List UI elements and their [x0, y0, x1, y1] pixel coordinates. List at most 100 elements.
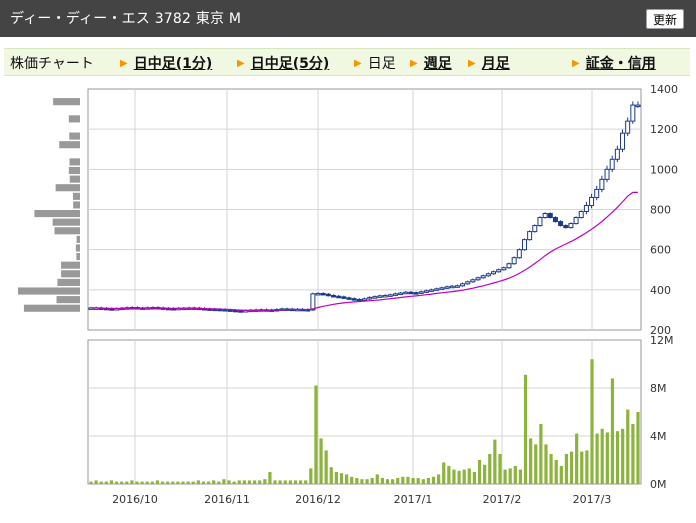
volume-bar	[324, 450, 328, 484]
tab-intraday-5min[interactable]: ▶ 日中足(5分)	[237, 53, 329, 73]
volume-bar	[426, 478, 431, 484]
volume-bar	[457, 470, 461, 484]
volume-bar	[411, 478, 415, 484]
candle-body	[310, 293, 316, 311]
candle-body	[547, 213, 553, 219]
volume-bar	[447, 466, 451, 484]
volume-bar	[375, 474, 379, 484]
volume-bar	[518, 469, 523, 484]
volume-profile-bar	[72, 192, 80, 200]
tab-label: 月足	[481, 56, 510, 72]
volume-bar	[539, 424, 543, 484]
volume-bar	[278, 480, 282, 484]
candle-body	[620, 132, 626, 150]
volume-bar	[155, 480, 160, 484]
title-bar: ディー・ディー・エス 3782 東京 M 更新	[0, 0, 696, 37]
volume-bar	[125, 481, 129, 484]
candle-body	[367, 296, 373, 300]
volume-bar	[339, 473, 344, 484]
candle-body	[336, 295, 342, 299]
volume-bar	[130, 480, 134, 484]
tab-intraday-1min[interactable]: ▶ 日中足(1分)	[120, 53, 212, 73]
volume-bar	[288, 480, 292, 484]
candle-body	[614, 148, 620, 160]
arrow-icon: ▶	[354, 58, 362, 69]
candle-body	[341, 296, 347, 299]
volume-bar	[421, 479, 425, 484]
price-tick-label: 600	[650, 244, 671, 257]
candle-body	[320, 292, 326, 296]
volume-bar	[232, 481, 236, 484]
volume-profile-bar	[57, 278, 80, 286]
volume-tick-label: 0M	[650, 478, 667, 491]
volume-bar	[467, 468, 471, 484]
candle-body	[470, 279, 476, 283]
tab-margin-credit[interactable]: ▶ 証金・信用	[572, 53, 656, 73]
volume-bar	[493, 439, 497, 484]
candle-body	[516, 249, 522, 259]
volume-profile-bar	[76, 253, 80, 261]
volume-bar	[350, 476, 354, 484]
candle-body	[408, 291, 414, 295]
volume-bar	[145, 481, 149, 484]
candle-body	[630, 104, 636, 122]
arrow-icon: ▶	[410, 58, 418, 69]
candle-body	[563, 225, 569, 229]
candle-body	[403, 291, 409, 295]
volume-bar	[621, 428, 625, 484]
volume-bar	[201, 481, 206, 484]
volume-bar	[406, 476, 410, 484]
volume-bar	[585, 450, 589, 484]
volume-bar	[396, 478, 400, 484]
tab-daily: ▶ 日足	[354, 53, 396, 73]
volume-profile-bar	[59, 141, 80, 149]
candle-body	[578, 211, 584, 219]
volume-bar	[252, 480, 257, 484]
volume-bar	[283, 480, 287, 484]
candle-body	[418, 291, 424, 294]
candle-body	[583, 204, 589, 213]
tab-label: 日中足(5分)	[250, 56, 330, 72]
candle-body	[465, 281, 471, 285]
arrow-icon: ▶	[237, 58, 245, 69]
candle-body	[434, 288, 440, 291]
date-tick-label: 2016/11	[204, 493, 250, 506]
volume-bar	[559, 466, 563, 484]
candle-body	[604, 168, 610, 180]
refresh-button[interactable]: 更新	[646, 9, 684, 29]
volume-profile-bar	[18, 287, 80, 295]
volume-profile-bar	[56, 296, 80, 304]
candle-body	[573, 217, 579, 225]
candle-body	[542, 213, 548, 219]
candle-body	[511, 257, 517, 265]
volume-bar	[508, 468, 512, 484]
candle-body	[485, 273, 491, 277]
tab-label-kabuka-chart: 株価チャート	[10, 53, 94, 73]
volume-bar	[600, 428, 604, 484]
volume-bar	[503, 469, 507, 484]
volume-bar	[452, 469, 456, 484]
volume-profile-bar	[61, 261, 80, 269]
volume-bar	[380, 478, 384, 484]
volume-tick-label: 12M	[650, 334, 674, 347]
volume-bar	[89, 481, 93, 484]
volume-bar	[580, 451, 584, 484]
volume-bar	[166, 481, 170, 484]
arrow-icon: ▶	[572, 58, 580, 69]
volume-bar	[488, 454, 492, 484]
volume-bar	[569, 451, 574, 484]
candle-body	[491, 271, 497, 275]
volume-bar	[513, 466, 517, 484]
volume-bar	[186, 481, 190, 484]
candle-body	[325, 293, 331, 297]
candle-body	[444, 286, 450, 289]
tab-weekly[interactable]: ▶ 週足	[410, 53, 452, 73]
volume-bar	[304, 480, 308, 484]
candle-body	[521, 239, 527, 251]
candle-body	[568, 223, 574, 229]
candle-body	[594, 188, 600, 198]
candle-body	[537, 217, 543, 227]
volume-profile-bar	[55, 184, 80, 192]
volume-bar	[247, 480, 252, 484]
tab-monthly[interactable]: ▶ 月足	[468, 53, 510, 73]
